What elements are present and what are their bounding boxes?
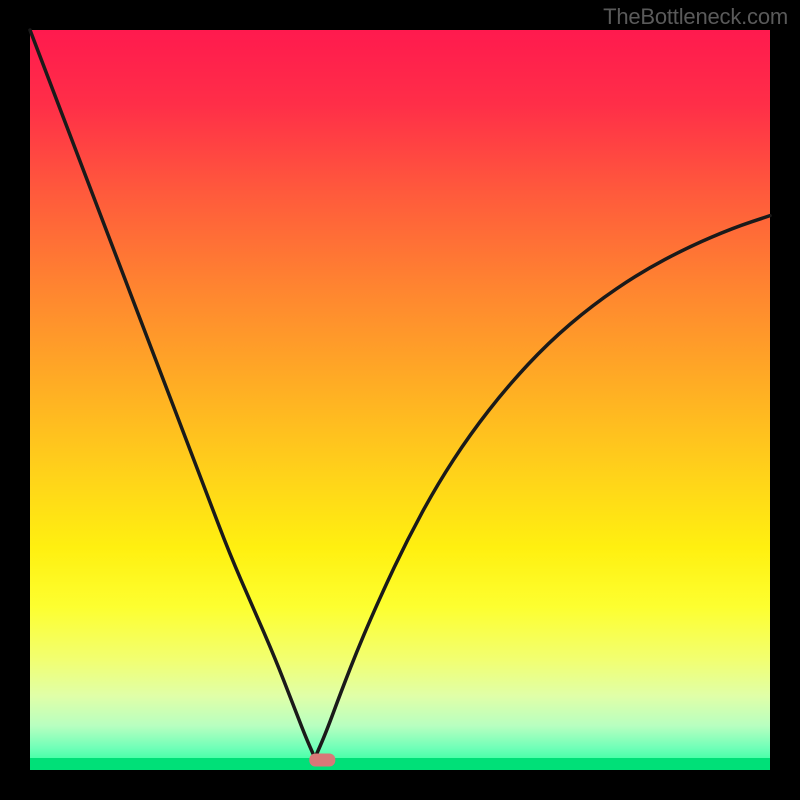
chart-svg (0, 0, 800, 800)
bottleneck-chart (0, 0, 800, 800)
chart-background-gradient (30, 30, 770, 770)
minimum-marker (309, 754, 335, 767)
watermark-text: TheBottleneck.com (603, 4, 788, 30)
chart-baseline-band (30, 758, 770, 770)
